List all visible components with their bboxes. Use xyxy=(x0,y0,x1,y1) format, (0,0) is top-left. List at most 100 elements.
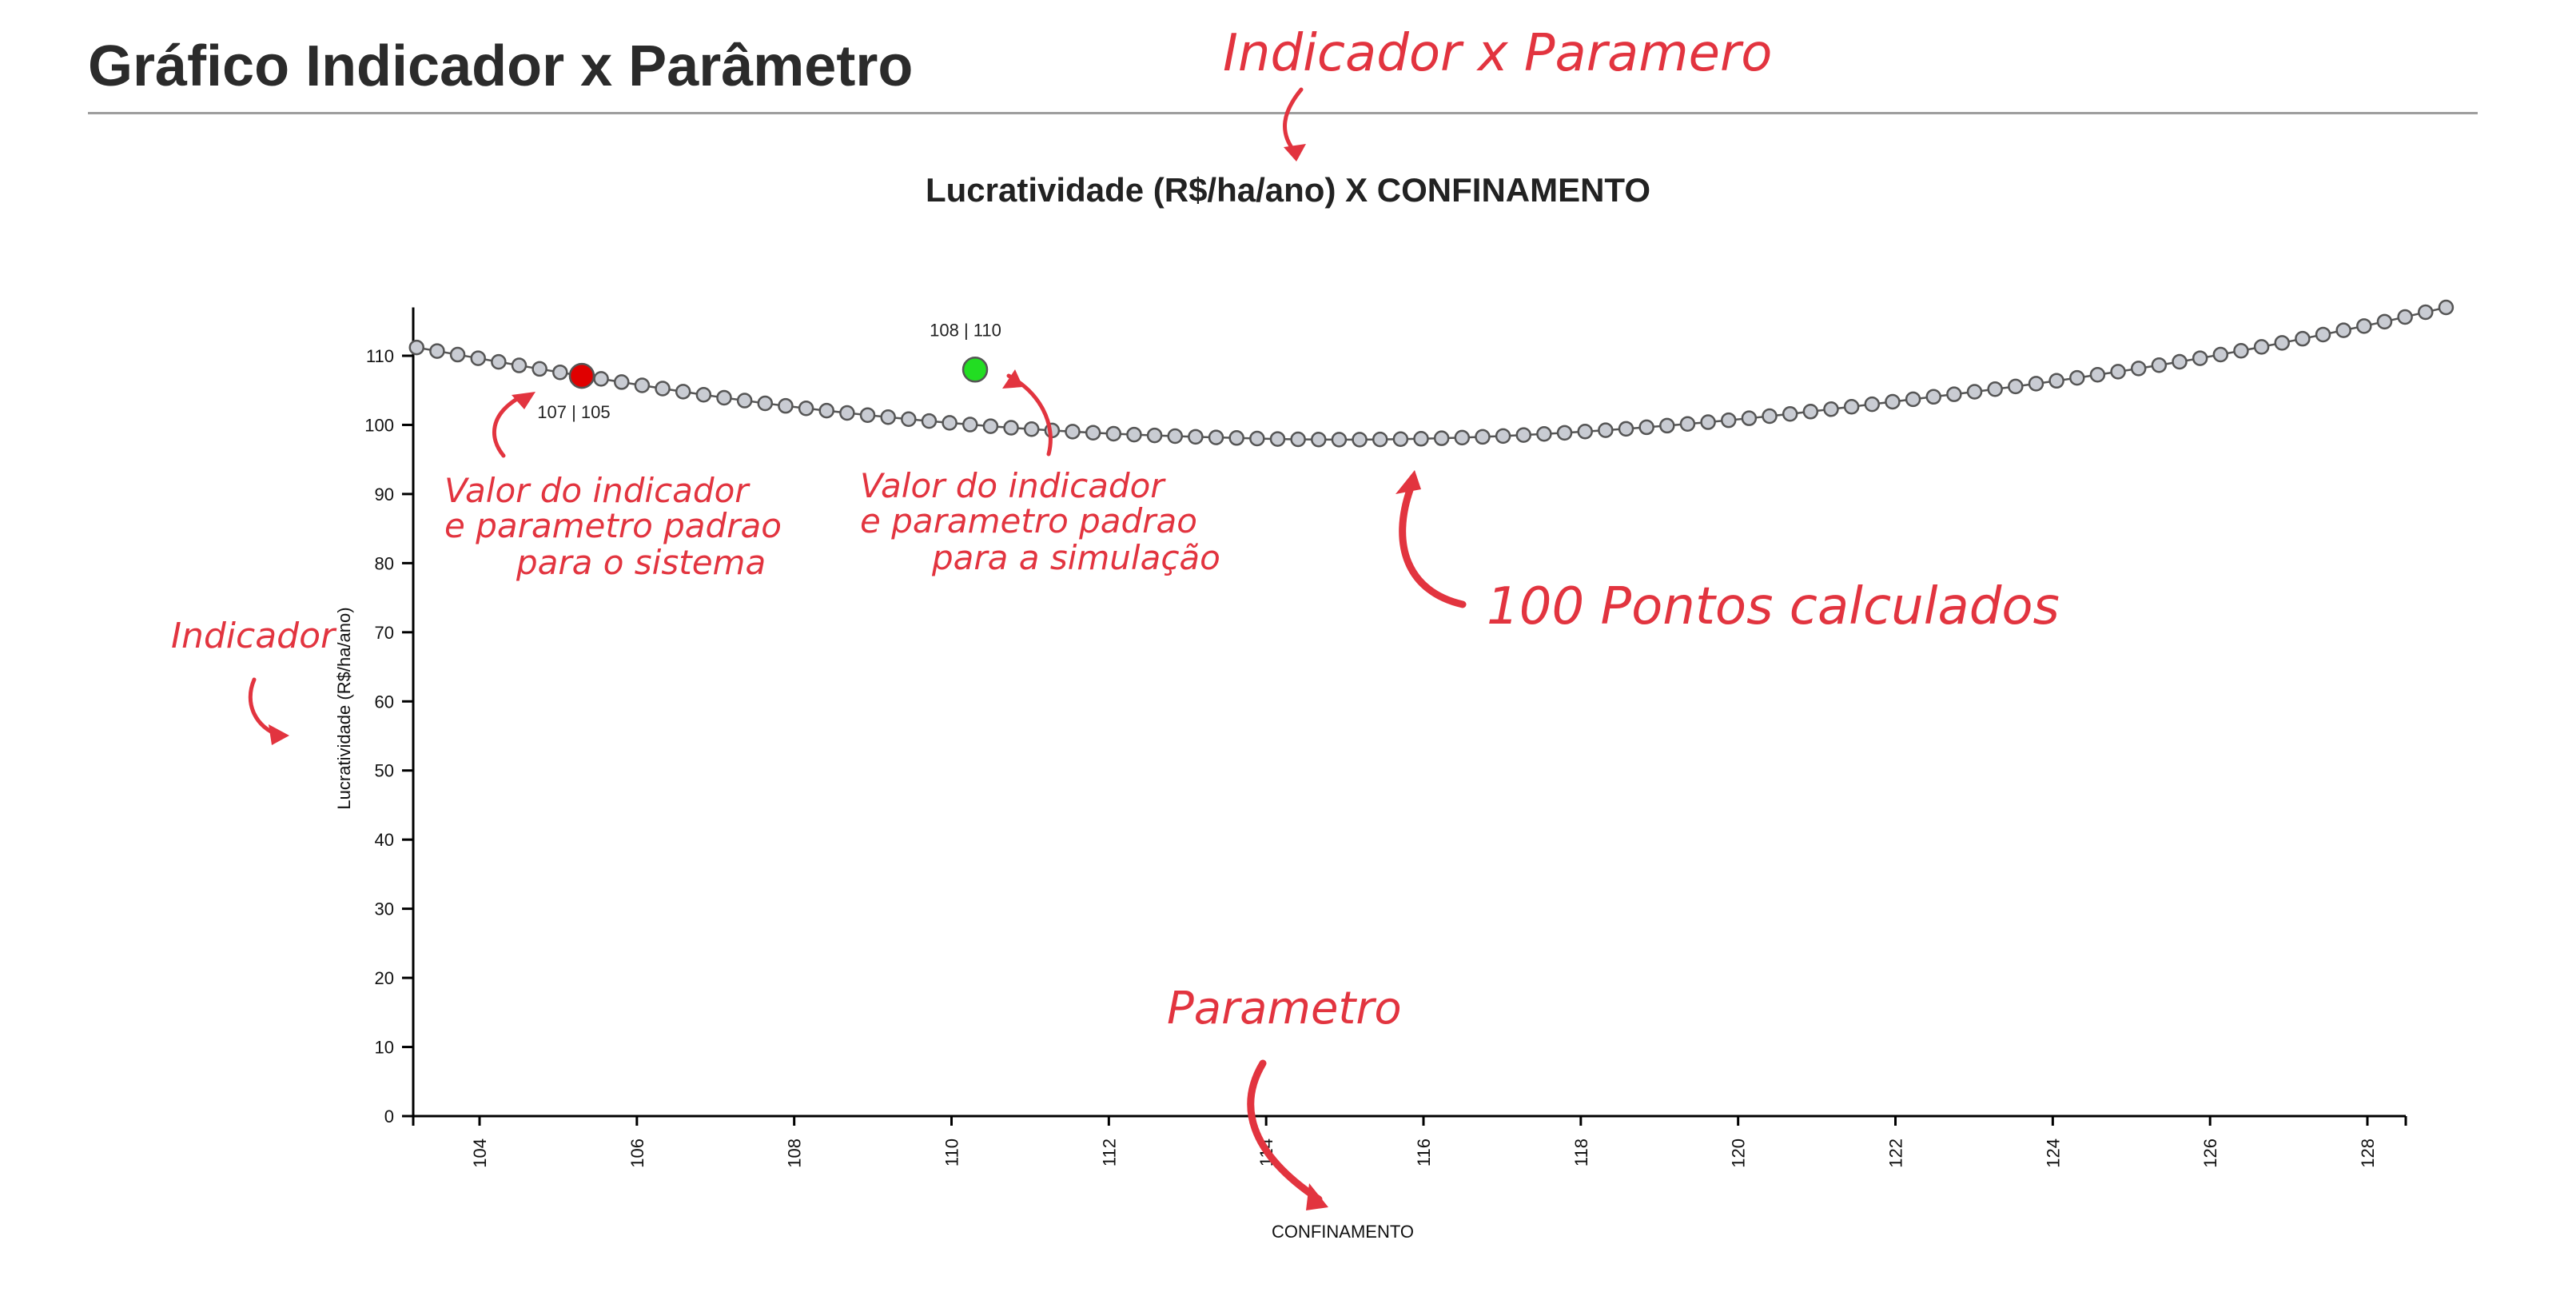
data-point xyxy=(491,353,507,370)
y-tick-label: 110 xyxy=(366,346,394,366)
data-point xyxy=(1146,427,1163,444)
x-tick-label: 106 xyxy=(627,1138,647,1168)
data-point xyxy=(552,364,568,381)
data-point xyxy=(901,411,917,428)
data-point xyxy=(2110,364,2126,380)
annotation-system-arrow-head xyxy=(512,392,536,409)
data-point xyxy=(1843,398,1860,415)
data-point xyxy=(1823,401,1839,417)
data-point xyxy=(1392,431,1409,448)
data-point xyxy=(593,371,609,387)
y-tick-label: 60 xyxy=(375,692,394,712)
data-point xyxy=(1126,426,1142,443)
data-point xyxy=(1269,431,1286,447)
x-tick-label: 112 xyxy=(1099,1138,1119,1166)
data-point xyxy=(1003,420,1019,436)
annotation-simulation-line3: para a simulação xyxy=(931,538,1220,577)
chart-title: Lucratividade (R$/ha/ano) X CONFINAMENTO xyxy=(926,171,1650,209)
system-default-label: 107 | 105 xyxy=(537,402,610,422)
data-point xyxy=(1413,431,1429,447)
x-tick-label: 108 xyxy=(785,1138,805,1168)
data-point xyxy=(1495,428,1511,445)
data-point xyxy=(655,381,671,397)
curve-line xyxy=(416,306,2447,441)
data-point xyxy=(880,409,896,425)
data-point xyxy=(2438,299,2455,316)
data-point xyxy=(2212,346,2229,363)
x-tick-label: 122 xyxy=(1886,1138,1906,1168)
data-point xyxy=(942,415,958,431)
page-title: Gráfico Indicador x Parâmetro xyxy=(88,34,914,98)
data-point xyxy=(1433,430,1450,446)
annotation-points-note: 100 Pontos calculados xyxy=(1487,577,2060,636)
data-point xyxy=(1515,427,1532,443)
data-point xyxy=(1720,412,1737,429)
data-point xyxy=(1598,422,1614,438)
x-axis-label: CONFINAMENTO xyxy=(1272,1222,1414,1242)
data-point xyxy=(1105,425,1122,442)
data-point xyxy=(1618,421,1634,437)
annotation-points-arrow-shaft xyxy=(1399,484,1467,608)
annotation-simulation-arrow-head xyxy=(1002,369,1023,389)
y-tick-label: 70 xyxy=(375,623,394,643)
data-point xyxy=(736,393,753,409)
annotation-chart-note: Indicador x Paramero xyxy=(1223,24,1772,83)
annotation-system-line1: Valor do indicador xyxy=(444,471,751,510)
data-point xyxy=(1864,396,1881,413)
data-point xyxy=(1249,430,1265,447)
data-point xyxy=(1536,426,1552,442)
data-point xyxy=(1638,419,1654,436)
data-point xyxy=(1023,421,1040,437)
simulation-default-marker xyxy=(962,357,989,383)
chart-curve xyxy=(408,299,2455,448)
data-point xyxy=(2233,343,2249,359)
data-point xyxy=(675,384,691,400)
data-point xyxy=(2048,373,2064,389)
data-point xyxy=(1475,429,1491,445)
data-point xyxy=(1966,384,1983,400)
x-tick-label: 118 xyxy=(1571,1138,1591,1166)
data-point xyxy=(818,402,834,419)
data-point xyxy=(429,343,445,359)
data-point xyxy=(511,357,528,373)
data-point xyxy=(1290,431,1306,448)
annotation-indicador-arrow-shaft xyxy=(248,677,282,738)
data-point xyxy=(2376,313,2393,330)
y-tick-label: 30 xyxy=(375,899,394,919)
data-point xyxy=(2253,339,2270,355)
annotation-system-line2: e parametro padrao xyxy=(444,506,782,545)
data-point xyxy=(2295,330,2311,347)
data-point xyxy=(2315,326,2331,343)
annotation-chart-arrow-head xyxy=(1284,144,1306,162)
y-tick-label: 90 xyxy=(375,484,394,504)
data-point xyxy=(2151,357,2168,373)
data-point xyxy=(613,374,630,390)
x-tick-label: 126 xyxy=(2200,1138,2220,1168)
data-point xyxy=(1885,393,1901,410)
data-point xyxy=(2069,369,2085,386)
data-point xyxy=(1085,425,1101,441)
y-tick-label: 100 xyxy=(364,415,394,435)
data-point xyxy=(695,386,712,403)
data-point xyxy=(408,339,425,356)
data-point xyxy=(2172,353,2188,370)
annotation-simulation-line2: e parametro padrao xyxy=(860,501,1197,540)
y-tick-label: 10 xyxy=(375,1038,394,1058)
data-point xyxy=(2274,335,2290,351)
y-tick-label: 40 xyxy=(375,830,394,850)
data-point xyxy=(2397,309,2413,325)
data-point xyxy=(859,407,876,423)
x-tick-label: 120 xyxy=(1729,1138,1749,1168)
y-tick-label: 0 xyxy=(384,1107,394,1127)
annotation-chart-arrow-shaft xyxy=(1283,87,1304,154)
simulation-default-label: 108 | 110 xyxy=(930,320,1001,340)
y-tick-label: 50 xyxy=(375,761,394,781)
data-point xyxy=(2089,367,2106,383)
data-point xyxy=(1065,424,1081,440)
y-tick-label: 80 xyxy=(375,553,394,573)
chart-markers: 107 | 105 108 | 110 xyxy=(537,320,1001,422)
annotation-indicador-arrow-head xyxy=(269,724,289,745)
y-axis-label: Lucratividade (R$/ha/ano) xyxy=(334,607,354,809)
data-point xyxy=(778,397,794,414)
